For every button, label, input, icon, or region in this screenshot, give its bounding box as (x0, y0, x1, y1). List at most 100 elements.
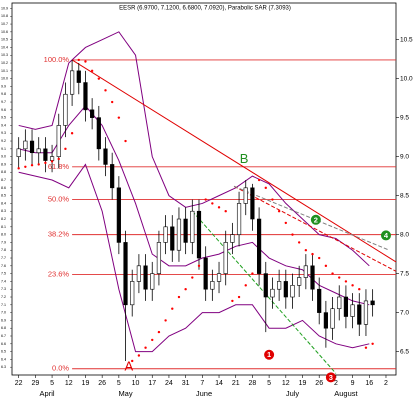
left-y-tick-label: 7.4 (1, 279, 6, 283)
x-tick-label: 24 (165, 380, 173, 387)
left-y-tick-label: 7.5 (1, 272, 6, 276)
y-tick-label: 8.5 (400, 192, 409, 199)
fib-label: 50.0% (48, 195, 70, 204)
left-y-tick-label: 10.6 (1, 30, 8, 34)
left-y-tick-label: 7.7 (1, 256, 6, 260)
x-tick-label: 5 (267, 380, 271, 387)
sar-dot (358, 288, 361, 291)
left-y-tick-label: 6.6 (1, 342, 6, 346)
annotation-circle (264, 349, 275, 360)
candle-body (270, 288, 275, 298)
candle-body (136, 265, 141, 282)
candle-body (290, 285, 295, 298)
sar-dot (84, 60, 87, 63)
left-y-tick-label: 9.1 (1, 147, 6, 151)
fib-label: 23.6% (48, 269, 70, 278)
plot-frame (11, 2, 397, 376)
sar-dot (371, 342, 374, 346)
left-y-tick-label: 7.6 (1, 264, 6, 268)
sar-dot (364, 346, 368, 349)
sar-dot (264, 186, 267, 190)
x-tick-label: 9 (351, 380, 355, 387)
x-tick-label: 14 (215, 380, 223, 387)
left-y-tick-label: 9.0 (1, 155, 6, 159)
candle-body (16, 148, 21, 157)
sar-dot (184, 288, 187, 291)
sar-dot (344, 280, 348, 283)
left-y-tick-label: 8.3 (1, 209, 6, 213)
month-label: June (196, 389, 212, 398)
candle-body (310, 265, 315, 290)
sar-dot (30, 164, 34, 167)
candle-body (210, 281, 215, 290)
left-y-tick-label: 10.9 (1, 6, 8, 10)
annotation: 2 (314, 215, 318, 224)
candle-body (43, 148, 48, 161)
candle-body (250, 187, 255, 220)
candle-body (49, 156, 55, 161)
candle-body (116, 187, 121, 243)
x-tick-label: 22 (15, 380, 23, 387)
y-tick-label: 6.5 (400, 348, 409, 355)
candle-body (323, 312, 328, 329)
candle-body (110, 164, 115, 189)
candle-body (243, 187, 248, 204)
candle-body (363, 300, 369, 325)
chart-title: EESR (6.9700, 7.1200, 6.6800, 7.0920), P… (119, 6, 291, 12)
y-tick-label: 10.5 (400, 36, 413, 43)
sar-dot (331, 272, 334, 275)
sar-dot (311, 252, 314, 256)
sar-dot (44, 161, 47, 165)
sar-dot (171, 307, 174, 310)
candle-body (196, 210, 202, 259)
sar-dot (297, 241, 301, 244)
annotation: A (125, 359, 134, 374)
candle-body (236, 203, 242, 235)
sar-dot (211, 202, 214, 205)
annotation: B (240, 151, 249, 166)
y-tick-label: 9.5 (400, 114, 409, 121)
left-y-tick-label: 7.0 (1, 311, 6, 315)
sar-dot (304, 249, 308, 252)
annotation: 3 (329, 373, 333, 382)
left-y-tick-label: 9.5 (1, 116, 6, 120)
candle-body (96, 117, 101, 150)
left-y-tick-label: 8.0 (1, 233, 6, 237)
sar-dot (144, 346, 147, 349)
y-tick-label: 7.5 (400, 270, 409, 277)
sar-dot (124, 139, 127, 143)
left-y-tick-label: 10.3 (1, 53, 8, 57)
left-y-tick-label: 10.0 (1, 77, 8, 81)
annotation: 4 (384, 231, 389, 240)
sar-dot (338, 276, 341, 279)
sar-dot (251, 272, 254, 275)
sar-dot (50, 160, 54, 163)
candle-body (263, 273, 268, 298)
left-y-tick-label: 10.4 (1, 45, 8, 49)
candle-body (29, 140, 35, 154)
left-y-tick-label: 7.8 (1, 248, 6, 252)
sar-dot (97, 77, 101, 80)
x-tick-label: 19 (299, 380, 307, 387)
left-y-tick-label: 9.4 (1, 123, 6, 127)
candle-body (337, 296, 342, 310)
left-y-tick-label: 7.2 (1, 295, 6, 299)
annotation-circle (380, 230, 391, 241)
sar-dot (237, 295, 241, 299)
candle-body (83, 82, 88, 111)
month-label: August (334, 389, 358, 398)
sar-dot (177, 295, 181, 299)
band-lower (18, 163, 370, 353)
sar-dot (24, 165, 27, 168)
left-y-tick-label: 10.7 (1, 22, 8, 26)
sar-dot (157, 330, 161, 334)
sar-dot (351, 284, 354, 287)
left-y-tick-label: 9.2 (1, 139, 6, 143)
annotation: 1 (267, 350, 271, 359)
candle-body (170, 226, 175, 251)
candle-body (90, 109, 95, 118)
candle-body (230, 234, 235, 243)
candle-body (163, 226, 168, 243)
candle-body (156, 242, 162, 274)
